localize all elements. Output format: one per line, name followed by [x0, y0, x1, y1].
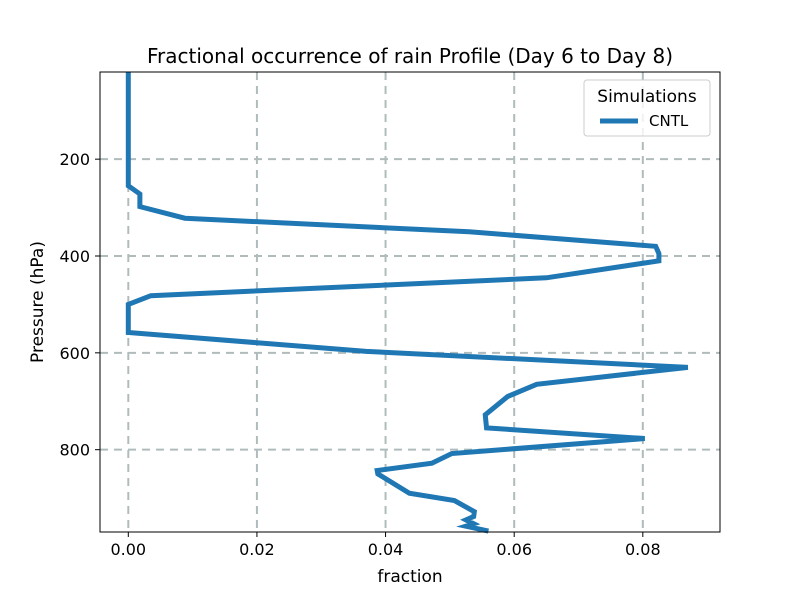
series-line-cntl — [125, 72, 689, 534]
x-axis: 0.00 0.02 0.04 0.06 0.08 — [110, 532, 661, 559]
y-tick-label: 400 — [59, 247, 90, 266]
legend: Simulations CNTL — [583, 79, 711, 137]
grid — [100, 72, 720, 532]
x-tick-label: 0.00 — [110, 540, 146, 559]
y-tick-label: 600 — [59, 344, 90, 363]
x-axis-label: fraction — [377, 567, 442, 587]
y-tick-label: 800 — [59, 441, 90, 460]
chart-title: Fractional occurrence of rain Profile (D… — [147, 44, 673, 68]
y-tick-label: 200 — [59, 150, 90, 169]
y-axis-label: Pressure (hPa) — [28, 241, 48, 363]
x-tick-label: 0.04 — [368, 540, 404, 559]
legend-label-cntl: CNTL — [649, 112, 689, 130]
x-tick-label: 0.06 — [496, 540, 532, 559]
y-axis: 200 400 600 800 — [59, 150, 100, 460]
x-tick-label: 0.02 — [239, 540, 275, 559]
plot-frame — [99, 71, 721, 533]
x-tick-label: 0.08 — [625, 540, 661, 559]
legend-title: Simulations — [597, 87, 697, 107]
